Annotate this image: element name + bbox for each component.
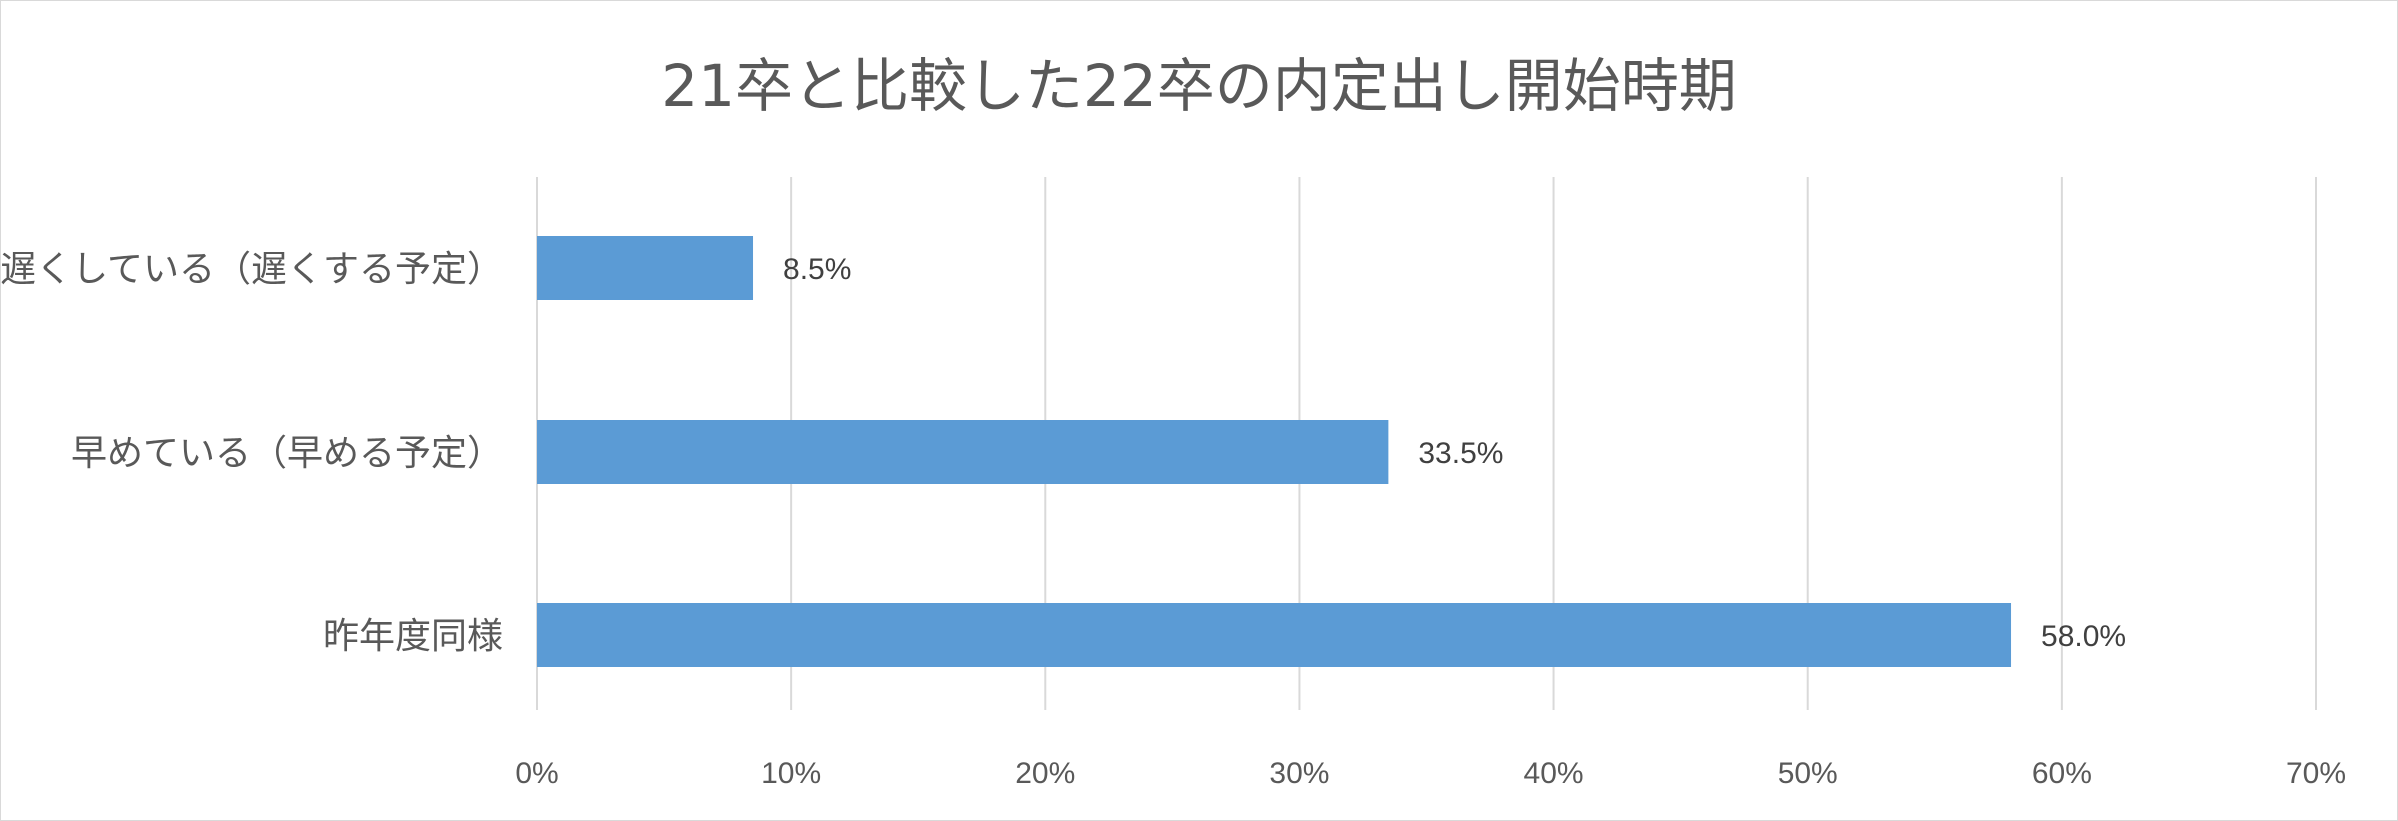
x-tick-label: 20% <box>1015 757 1075 790</box>
category-label: 遅くしている（遅くする予定） <box>1 249 503 290</box>
chart-title: 21卒と比較した22卒の内定出し開始時期 <box>661 52 1737 120</box>
data-label: 8.5% <box>783 253 851 286</box>
x-tick-label: 40% <box>1524 757 1584 790</box>
bar <box>537 236 754 300</box>
x-tick-label: 70% <box>2286 757 2346 790</box>
x-tick-label: 10% <box>761 757 821 790</box>
x-tick-label: 60% <box>2032 757 2092 790</box>
x-tick-label: 30% <box>1269 757 1329 790</box>
data-label: 33.5% <box>1418 437 1503 470</box>
x-tick-label: 50% <box>1778 757 1838 790</box>
data-label: 58.0% <box>2041 620 2126 653</box>
category-label: 昨年度同様 <box>323 616 503 657</box>
category-label: 早めている（早める予定） <box>71 433 503 474</box>
x-tick-label: 0% <box>515 757 558 790</box>
bar <box>537 420 1389 484</box>
bar <box>537 603 2012 667</box>
